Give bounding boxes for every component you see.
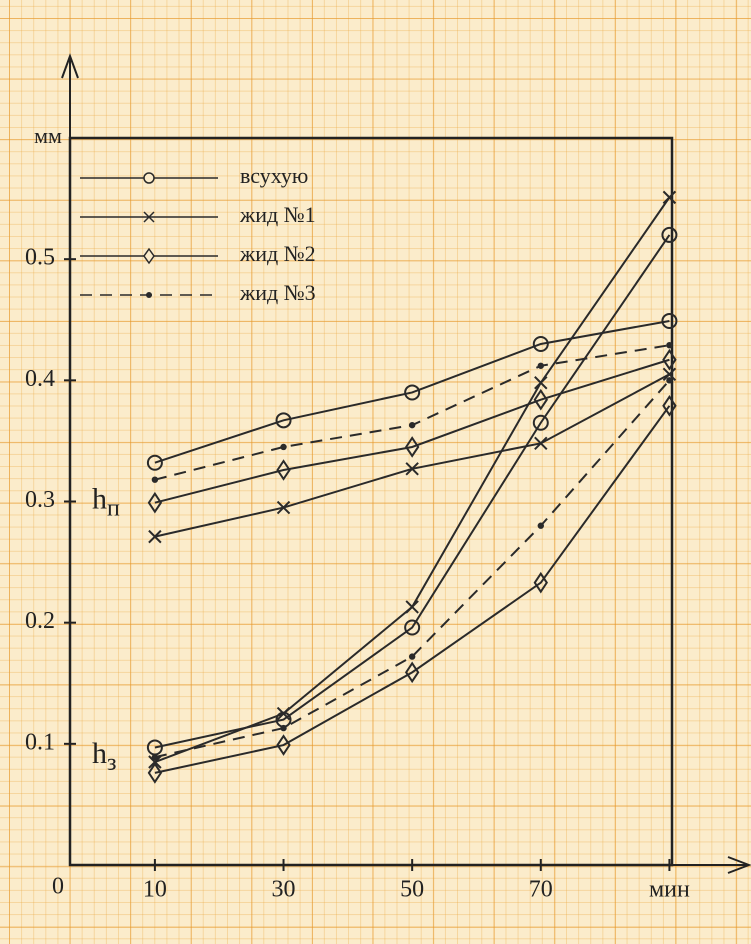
- y-tick-label: 0.4: [25, 366, 55, 392]
- series-line: [155, 345, 670, 479]
- series-line: [155, 360, 670, 503]
- legend-label: жид №3: [239, 280, 316, 305]
- marker-dot: [666, 342, 672, 348]
- marker-dot: [152, 754, 158, 760]
- y-tick-label: 0.2: [25, 608, 55, 634]
- legend-label: жид №2: [239, 241, 316, 266]
- y-tick-label: 0.3: [25, 487, 55, 513]
- legend-marker: [144, 249, 154, 263]
- group-label-sub: п: [107, 495, 120, 521]
- page: мм 0 0.10.20.30.40.510305070минhпhзвсуху…: [0, 0, 751, 944]
- origin-label: 0: [52, 874, 64, 900]
- x-tick-label: 30: [272, 877, 296, 903]
- group-label: hз: [92, 737, 116, 776]
- series-line: [155, 321, 670, 463]
- marker-cross: [663, 191, 675, 203]
- marker-dot: [280, 444, 286, 450]
- marker-dot: [409, 422, 415, 428]
- marker-cross: [535, 377, 547, 389]
- series-line: [155, 406, 670, 773]
- marker-cross: [406, 601, 418, 613]
- y-axis-label: мм: [34, 123, 62, 148]
- group-label-sub: з: [107, 749, 116, 775]
- chart: мм 0 0.10.20.30.40.510305070минhпhзвсуху…: [0, 0, 751, 944]
- y-tick-label: 0.1: [25, 729, 55, 755]
- legend-marker: [144, 173, 154, 183]
- group-label: hп: [92, 482, 120, 521]
- x-tick-label: 10: [143, 877, 167, 903]
- x-tick-label: 50: [400, 877, 424, 903]
- series-line: [155, 235, 670, 748]
- marker-dot: [152, 476, 158, 482]
- y-tick-label: 0.5: [25, 245, 55, 271]
- legend-label: всухую: [240, 163, 308, 188]
- legend-marker: [146, 292, 152, 298]
- series-line: [155, 197, 670, 762]
- legend-label: жид №1: [239, 202, 316, 227]
- group-label-main: h: [92, 737, 107, 770]
- marker-dot: [538, 363, 544, 369]
- marker-dot: [666, 377, 672, 383]
- x-tick-label: 70: [529, 877, 553, 903]
- marker-dot: [409, 653, 415, 659]
- group-label-main: h: [92, 482, 107, 515]
- marker-dot: [538, 523, 544, 529]
- marker-dot: [280, 725, 286, 731]
- x-tick-label: мин: [649, 877, 690, 903]
